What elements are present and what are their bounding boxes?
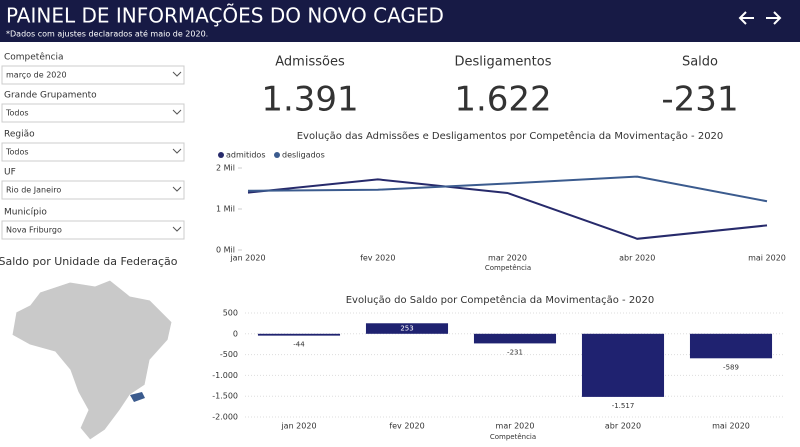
filter-label: Grande Grupamento <box>4 91 97 101</box>
header-bar <box>0 0 800 42</box>
filter-dropdown[interactable] <box>1 220 185 240</box>
dropdown-chevron[interactable] <box>172 186 182 192</box>
dropdown-chevron[interactable] <box>172 109 182 115</box>
x-tick-label: fev 2020 <box>360 254 395 263</box>
kpi-value: 1.622 <box>454 80 551 120</box>
x-tick-label: mar 2020 <box>488 254 527 263</box>
legend-label: admitidos <box>226 151 266 160</box>
x-tick-label: jan 2020 <box>280 422 316 431</box>
kpi-label: Saldo <box>682 55 718 70</box>
x-tick-label: mai 2020 <box>712 422 750 431</box>
kpi-value: 1.391 <box>261 80 358 120</box>
y-tick-label: 0 Mil <box>216 246 235 255</box>
y-tick-label: -1.000 <box>212 371 238 380</box>
y-tick-label: 2 Mil <box>216 164 235 173</box>
y-tick-label: 1 Mil <box>216 205 235 214</box>
series-line <box>247 178 768 240</box>
filter-dropdown[interactable] <box>1 65 185 85</box>
filter-value: Nova Friburgo <box>6 226 62 235</box>
y-tick-label: -500 <box>220 350 238 359</box>
bar <box>365 323 449 334</box>
x-tick-label: mar 2020 <box>496 422 535 431</box>
filter-label: Região <box>4 130 35 140</box>
x-axis-label: Competência <box>485 264 531 272</box>
filter-value: Todos <box>5 148 29 157</box>
dropdown-chevron[interactable] <box>172 226 182 232</box>
filter-dropdown[interactable] <box>1 142 185 162</box>
header-subtitle: *Dados com ajustes declarados até maio d… <box>6 29 208 39</box>
y-tick-label: -2.000 <box>212 413 238 422</box>
legend-label: desligados <box>282 151 325 160</box>
value-label: -589 <box>723 363 739 371</box>
nav-arrows[interactable] <box>738 11 782 25</box>
legend-marker <box>274 152 280 158</box>
header-title: PAINEL DE INFORMAÇÕES DO NOVO CAGED <box>6 4 444 28</box>
y-tick-label: 0 <box>233 329 238 338</box>
filter-value: março de 2020 <box>6 71 67 80</box>
value-label: 253 <box>400 325 413 333</box>
filter-dropdown[interactable] <box>1 103 185 123</box>
kpi-label: Admissões <box>275 55 345 70</box>
filter-label: Município <box>4 208 47 218</box>
x-tick-label: jan 2020 <box>229 254 265 263</box>
value-label: -44 <box>293 341 305 349</box>
map-title: Saldo por Unidade da Federação <box>0 255 178 268</box>
series-line <box>247 175 768 203</box>
brazil-map[interactable] <box>11 279 173 441</box>
bar <box>581 333 665 397</box>
value-label: -231 <box>507 348 523 356</box>
y-tick-label: -1.500 <box>212 392 238 401</box>
bar <box>473 333 557 344</box>
dropdown-chevron[interactable] <box>172 71 182 77</box>
dropdown-chevron[interactable] <box>172 148 182 154</box>
filter-value: Rio de Janeiro <box>6 186 61 195</box>
x-tick-label: fev 2020 <box>389 422 424 431</box>
filter-label: Competência <box>4 52 64 63</box>
kpi-label: Desligamentos <box>455 55 552 70</box>
filter-value: Todos <box>5 109 29 118</box>
legend-marker <box>218 152 224 158</box>
map-highlight[interactable] <box>130 392 145 402</box>
kpi-value: -231 <box>661 80 738 120</box>
bar <box>257 333 341 336</box>
x-tick-label: mai 2020 <box>748 254 786 263</box>
filter-label: UF <box>4 168 16 178</box>
x-tick-label: abr 2020 <box>619 254 655 263</box>
y-tick-label: 500 <box>223 309 238 318</box>
bar <box>689 333 773 359</box>
chart-title: Evolução das Admissões e Desligamentos p… <box>297 130 724 142</box>
chart-title: Evolução do Saldo por Competência da Mov… <box>346 294 655 306</box>
filter-dropdown[interactable] <box>1 180 185 200</box>
x-tick-label: abr 2020 <box>605 422 641 431</box>
value-label: -1.517 <box>612 402 635 410</box>
x-axis-label: Competência <box>490 433 536 441</box>
